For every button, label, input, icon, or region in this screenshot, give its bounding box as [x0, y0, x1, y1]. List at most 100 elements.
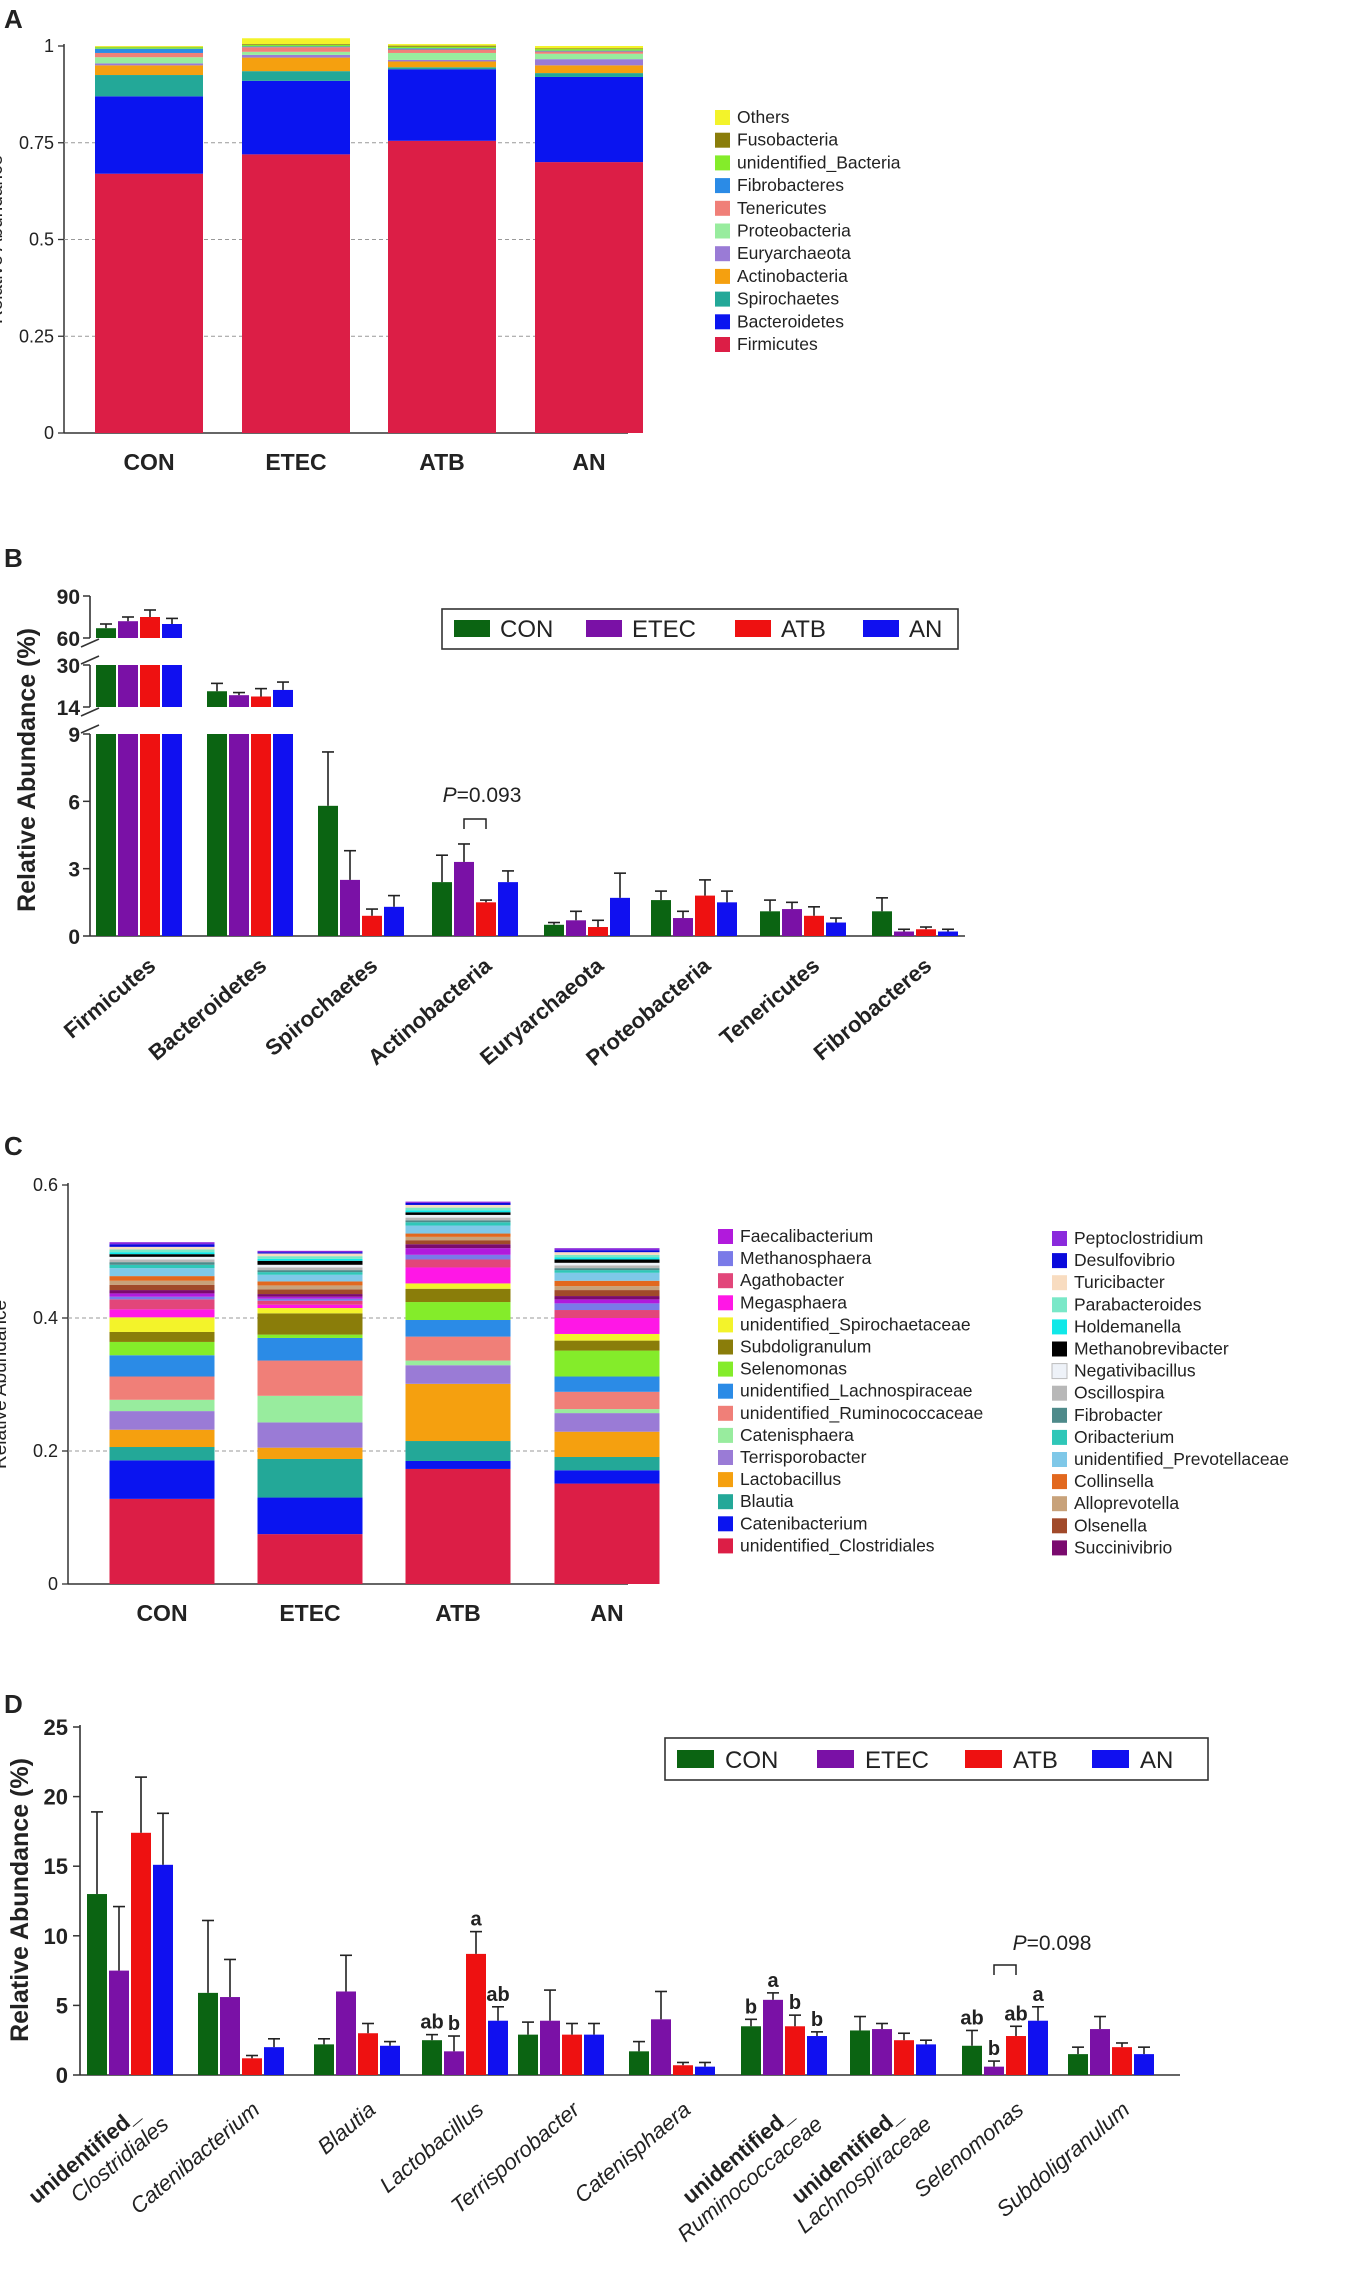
bar-an	[717, 902, 737, 936]
legend-swatch	[718, 1361, 733, 1377]
bar-con	[422, 2040, 442, 2075]
bar-an	[153, 1864, 173, 2075]
bar-an	[695, 2066, 715, 2075]
bar-an	[264, 2047, 284, 2075]
bar-segment-fibrobacter	[109, 1262, 215, 1265]
x-category-label: Catenibacterium	[125, 2097, 264, 2219]
significance-letter: a	[470, 1909, 482, 1931]
y-tick-label: 15	[44, 1854, 68, 1879]
bar-segment-olsenella	[405, 1240, 511, 1245]
bar-atb	[695, 895, 715, 936]
bar-an	[610, 897, 630, 936]
legend-swatch	[1052, 1275, 1067, 1291]
legend-label: Faecalibacterium	[740, 1226, 873, 1246]
bar-segment-catenisphaera	[554, 1409, 660, 1414]
bar-segment-agathobacter	[109, 1299, 215, 1310]
legend-label: Tenericutes	[737, 198, 827, 218]
bar-an	[498, 882, 518, 936]
legend-label: Fusobacteria	[737, 130, 838, 150]
bar-atb	[562, 2034, 582, 2075]
x-category-label: CON	[123, 449, 174, 475]
bar-segment-terrisporobacter	[554, 1413, 660, 1432]
legend-label: Turicibacter	[1074, 1272, 1165, 1292]
legend-label: Firmicutes	[737, 334, 818, 354]
legend-label: CON	[725, 1747, 778, 1774]
bar-segment-subdoligranulum	[257, 1313, 363, 1335]
y-tick-label: 60	[57, 628, 80, 651]
y-tick-label: 6	[68, 791, 80, 814]
bar-segment-faecalibacterium	[257, 1296, 363, 1299]
bar-segment-desulfovibrio	[554, 1250, 660, 1253]
legend-swatch	[718, 1472, 733, 1488]
axis-break-mark	[80, 707, 100, 717]
bar-etec	[229, 695, 249, 707]
bar-segment-collinsella	[554, 1280, 660, 1287]
legend-swatch	[718, 1494, 733, 1510]
bar-an	[273, 689, 293, 707]
bar-segment-methanosphaera	[109, 1296, 215, 1300]
legend-label: Collinsella	[1074, 1471, 1154, 1491]
bar-atb	[916, 929, 936, 936]
bar-segment-euryarchaeota	[95, 63, 203, 66]
bar-segment-unidentified-spirochaetaceae	[109, 1317, 215, 1332]
y-tick-label: 0	[48, 1574, 58, 1594]
bar-segment-others	[95, 46, 203, 47]
bar-segment-oscillospira	[554, 1265, 660, 1269]
axis-break-mark	[80, 724, 100, 734]
bar-segment-fibrobacteres	[388, 48, 496, 50]
significance-letter: b	[745, 1996, 757, 2018]
legend-label: Bacteroidetes	[737, 311, 844, 331]
bar-segment-tenericutes	[242, 47, 350, 52]
bar-etec	[109, 1970, 129, 2075]
legend-label: unidentified_Ruminococcaceae	[740, 1403, 983, 1424]
legend-label: Subdoligranulum	[740, 1337, 871, 1357]
bar-etec	[118, 665, 138, 707]
significance-letter: b	[789, 1992, 801, 2014]
bar-segment-succinivibrio	[554, 1296, 660, 1300]
bar-etec	[444, 2051, 464, 2075]
bar-segment-peptoclostridium	[257, 1250, 363, 1253]
bar-segment-methanobrevibacter	[109, 1254, 215, 1257]
bar-segment-unidentified-spirochaetaceae	[257, 1308, 363, 1314]
bar-segment-euryarchaeota	[388, 59, 496, 62]
x-category-label: ATB	[435, 1600, 481, 1626]
bar-segment-agathobacter	[554, 1310, 660, 1318]
y-axis-title: Relative Abundance	[0, 155, 7, 324]
p-value-prefix: P	[443, 784, 457, 807]
bar-segment-negativibacillus	[109, 1256, 215, 1260]
bar-etec	[220, 1997, 240, 2075]
bar-segment-unidentified-clostridiales	[405, 1468, 511, 1584]
significance-letter: ab	[420, 2012, 443, 2034]
bar-con	[850, 2030, 870, 2075]
p-value-text: =0.098	[1027, 1932, 1092, 1955]
bar-atb	[894, 2040, 914, 2075]
bar-con	[207, 734, 227, 936]
legend-swatch	[586, 620, 622, 637]
bar-segment-unidentified-prevotellaceae	[554, 1272, 660, 1281]
bar-segment-parabacteroides	[554, 1254, 660, 1258]
legend-swatch	[677, 1750, 714, 1768]
bar-atb	[140, 734, 160, 936]
y-tick-label: 14	[57, 697, 81, 720]
legend-label: Negativibacillus	[1074, 1361, 1196, 1381]
bar-segment-negativibacillus	[405, 1214, 511, 1218]
bar-segment-unidentified-clostridiales	[257, 1534, 363, 1584]
p-value-annotation: P=0.093	[443, 784, 522, 807]
legend-swatch	[1052, 1540, 1067, 1556]
bar-segment-peptoclostridium	[554, 1248, 660, 1251]
bar-atb	[242, 2058, 262, 2075]
significance-letter: b	[988, 2038, 1000, 2060]
bar-con	[96, 665, 116, 707]
bar-atb	[466, 1953, 486, 2075]
bar-segment-proteobacteria	[535, 53, 643, 60]
bar-con	[432, 882, 452, 936]
bar-an	[826, 922, 846, 936]
bar-segment-fibrobacteres	[242, 46, 350, 48]
bar-an	[162, 624, 182, 638]
bar-segment-bacteroidetes	[242, 80, 350, 155]
bar-segment-unidentified-lachnospiraceae	[257, 1337, 363, 1361]
bar-atb	[362, 915, 382, 936]
bar-segment-collinsella	[109, 1276, 215, 1281]
bar-segment-euryarchaeota	[535, 59, 643, 66]
